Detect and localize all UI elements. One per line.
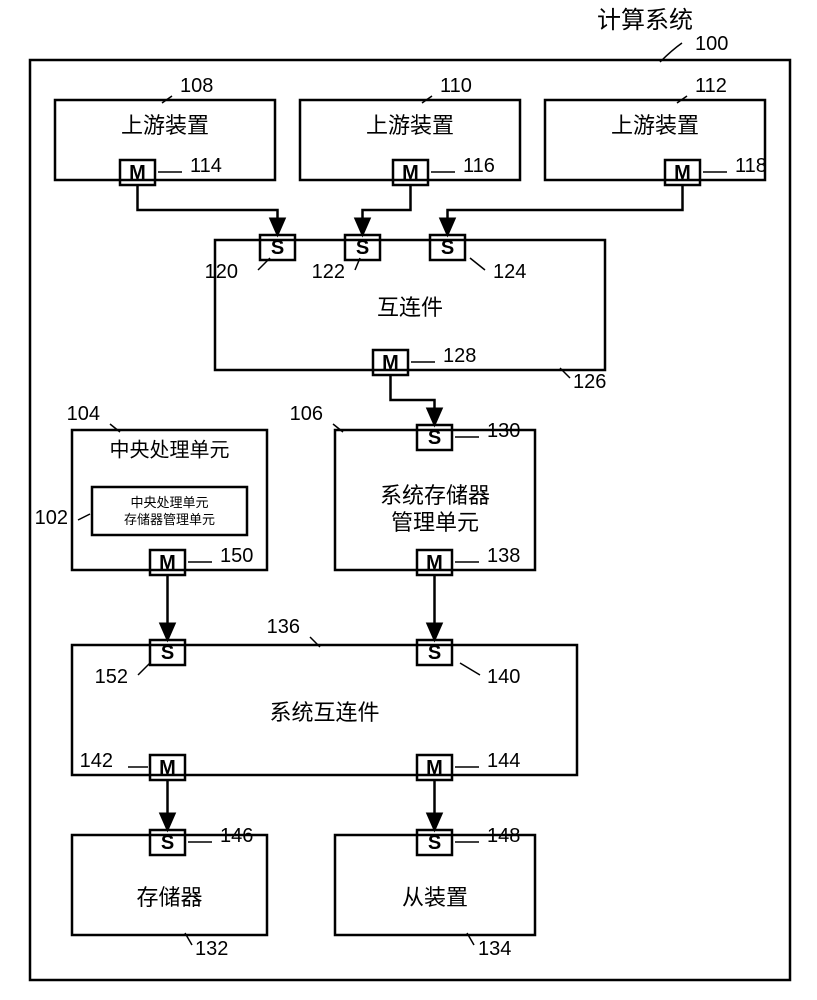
ref-100: 100 — [695, 33, 728, 55]
arrow-port_M_up3-to-port_S_ic3 — [448, 185, 683, 235]
port-s-152-letter: S — [161, 642, 174, 664]
ref-128: 128 — [443, 345, 476, 367]
upstream-device-1-label: 上游装置 — [121, 113, 209, 138]
ref-152-lead — [138, 663, 150, 675]
ref-110: 110 — [440, 75, 472, 97]
ref-116: 116 — [463, 155, 495, 177]
system-title: 计算系统 — [597, 7, 693, 34]
cpu-mmu-label-1: 中央处理单元 — [130, 495, 208, 510]
ref-114: 114 — [190, 155, 222, 177]
port-m-118-letter: M — [674, 162, 691, 184]
system-interconnect-label: 系统互连件 — [269, 700, 379, 725]
port-m-150-letter: M — [159, 552, 176, 574]
ref-106: 106 — [290, 403, 323, 425]
port-s-120-letter: S — [271, 237, 284, 259]
port-s-146-letter: S — [161, 832, 174, 854]
ref-150: 150 — [220, 545, 253, 567]
port-s-148-letter: S — [428, 832, 441, 854]
port-s-130-letter: S — [428, 427, 441, 449]
ref-132: 132 — [195, 938, 228, 960]
upstream-device-1 — [55, 100, 275, 180]
ref-124-lead — [470, 258, 485, 270]
smmu-label-2: 管理单元 — [391, 510, 479, 535]
port-s-122-letter: S — [356, 237, 369, 259]
smmu-label-1: 系统存储器 — [380, 483, 490, 508]
port-m-116-letter: M — [402, 162, 419, 184]
ref-144: 144 — [487, 750, 520, 772]
port-m-128-letter: M — [382, 352, 399, 374]
upstream-device-2-label: 上游装置 — [366, 113, 454, 138]
ref-134: 134 — [478, 938, 511, 960]
ref-122: 122 — [312, 261, 345, 283]
arrow-port_M_ic-to-port_S_smmu — [391, 375, 435, 425]
arrow-port_M_up1-to-port_S_ic1 — [138, 185, 278, 235]
ref-148: 148 — [487, 825, 520, 847]
ref-136: 136 — [267, 616, 300, 638]
upstream-device-3-label: 上游装置 — [611, 113, 699, 138]
ref-130: 130 — [487, 420, 520, 442]
ref-120: 120 — [205, 261, 238, 283]
ref-142: 142 — [80, 750, 113, 772]
ref-102: 102 — [35, 507, 68, 529]
interconnect-label: 互连件 — [377, 295, 443, 320]
ref-138: 138 — [487, 545, 520, 567]
ref-140-lead — [460, 663, 480, 675]
ref-140: 140 — [487, 666, 520, 688]
port-m-114-letter: M — [129, 162, 146, 184]
ref-104: 104 — [67, 403, 100, 425]
cpu-mmu-label-2: 存储器管理单元 — [124, 512, 215, 527]
port-s-124-letter: S — [441, 237, 454, 259]
ref-118: 118 — [735, 155, 767, 177]
slave-device-label: 从装置 — [402, 885, 468, 910]
ref-124: 124 — [493, 261, 526, 283]
upstream-device-3 — [545, 100, 765, 180]
cpu-label: 中央处理单元 — [110, 439, 230, 462]
port-m-144-letter: M — [426, 757, 443, 779]
arrow-port_M_up2-to-port_S_ic2 — [363, 185, 411, 235]
ref-102-lead — [78, 514, 90, 520]
ref-112: 112 — [695, 75, 727, 97]
ref-126: 126 — [573, 371, 606, 393]
port-s-140-letter: S — [428, 642, 441, 664]
memory-label: 存储器 — [136, 885, 202, 910]
port-m-138-letter: M — [426, 552, 443, 574]
ref-108: 108 — [180, 75, 213, 97]
ref-146: 146 — [220, 825, 253, 847]
ref-152: 152 — [95, 666, 128, 688]
port-m-142-letter: M — [159, 757, 176, 779]
